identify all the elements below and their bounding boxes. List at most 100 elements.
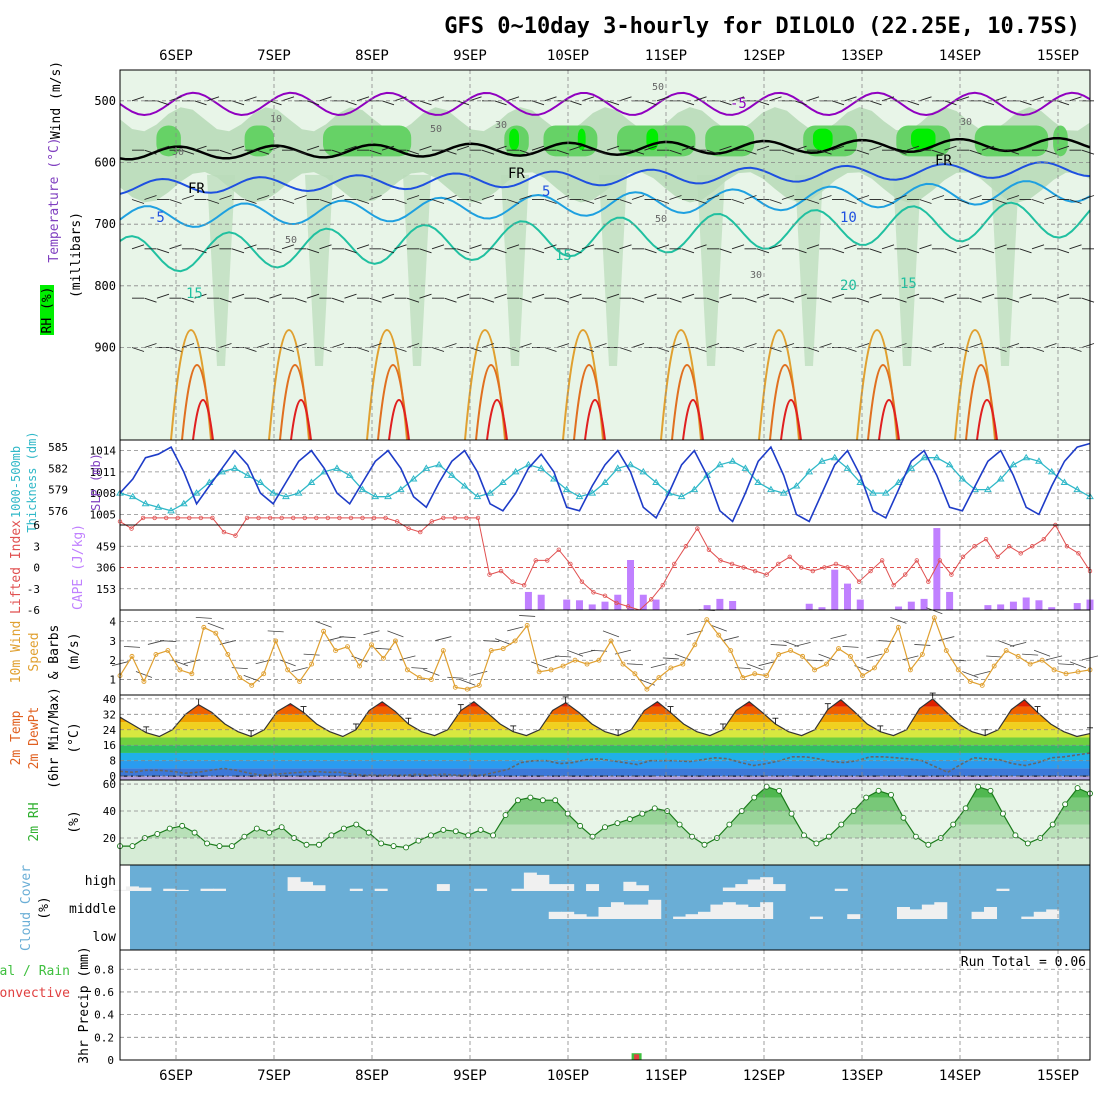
wind-barb [194,100,207,106]
rh-point [1074,785,1081,792]
temperature-band [120,714,1090,723]
surface-wind-barb [950,659,967,662]
lifted-index-point [175,515,180,521]
wind-barb [856,343,870,348]
rh-point [390,843,397,850]
temperature-band [120,760,1090,769]
cloud-bar-high [138,887,152,891]
temperature-contour [119,180,1091,228]
surface-wind-barb [339,636,356,639]
wind-barb [694,96,707,102]
thickness-point [575,492,584,500]
wind-barb [319,347,332,352]
wind-speed-point [404,667,410,673]
cape-bar [946,591,954,610]
wind-barb [844,199,857,204]
wind-speed-point [788,648,794,654]
cloud-bar-high [474,888,488,891]
cape-tick-label: 306 [96,562,116,575]
wind-barb [744,195,757,200]
wind-barb [1006,195,1020,200]
surface-wind-barb [626,663,643,666]
wind-barb [206,244,220,250]
wind-barb [894,195,907,200]
thickness-point [460,482,469,489]
wind-barb [981,100,995,106]
cloud-level-label: low [93,930,117,945]
wind-barb [1081,343,1095,348]
wind-barb [231,293,245,299]
cloud-bar-middle [1046,909,1060,919]
wind-barb [156,293,170,299]
wind-barb [631,343,645,348]
lifted-index-point [579,579,585,584]
surface-wind-barb [507,626,524,632]
lifted-index-point [140,515,146,521]
surface-wind-barb [986,655,1003,658]
thickness-point [818,457,826,464]
surface-wind-barb [327,636,344,641]
cloud-level-label: middle [69,902,116,917]
lifted-index-point [960,554,966,560]
wind-barb [681,145,695,151]
run-total-label: Run Total = 0.06 [961,955,1086,970]
cloud-bar-middle [1033,911,1047,919]
cloud-bar-high [772,884,786,891]
wind-speed-point [1027,661,1033,667]
wind-barb [344,293,357,299]
wind-barb [431,347,445,352]
surface-wind-barb [686,630,703,636]
wind-barb [181,149,195,155]
thickness-point [588,489,597,496]
wind-barb [181,297,195,303]
cape-bar [627,560,635,610]
wind-barb [244,199,257,204]
rh-point [801,832,807,839]
rh-green-cell [705,125,755,157]
cloud-bar-high [349,888,363,891]
wind-barb [319,244,332,250]
surface-wind-barb [746,663,763,671]
chart-title: GFS 0~10day 3-hourly for DILOLO (22.25E,… [444,14,1080,39]
rh-plume [991,174,1019,366]
wind-speed-point [871,665,877,671]
thickness-point [333,464,341,471]
x-tick-label-bottom: 13SEP [841,1068,883,1084]
wind-barb [681,248,695,254]
cloud-bar-middle [635,904,649,919]
cape-bar [920,598,928,610]
wind-barb [331,195,345,200]
wind-barb [381,248,395,254]
wind-speed-point [716,632,722,638]
wind-speed-point [812,667,818,673]
wind-barb [194,293,207,299]
wind-barb [781,149,795,155]
thickness-tick-label: 585 [48,441,68,454]
wind-speed-point [836,646,841,652]
thickness-point [779,489,788,496]
wind-barb [469,96,482,102]
lifted-index-point [787,554,792,560]
lifted-index-point [903,572,908,577]
cloud-bar-middle [685,914,699,919]
wind-speed-point [512,638,518,644]
wind-barb [781,343,795,348]
rh-contour-label: 50 [430,124,442,135]
cloud-bar-middle [909,909,923,919]
rh-axis-label: (%) [67,810,82,833]
wind-speed-point [213,630,219,636]
cape-bar [895,606,903,610]
thickness-point [447,471,456,478]
wind-barb [894,297,907,303]
thickness-axis-label: 1000-500mb [9,446,23,518]
pressure-axis-label: (millibars) [69,212,84,298]
wind-barb [219,195,232,200]
lifted-index-point [602,593,608,599]
wind-barb [369,149,382,155]
cloud-bar-high [287,877,301,891]
temperature-contour-label: FR [935,153,952,169]
wind-speed-point [273,638,279,644]
cape-bar [844,583,851,610]
wind-speed-point [692,642,698,648]
cloud-bar-high [300,881,314,891]
